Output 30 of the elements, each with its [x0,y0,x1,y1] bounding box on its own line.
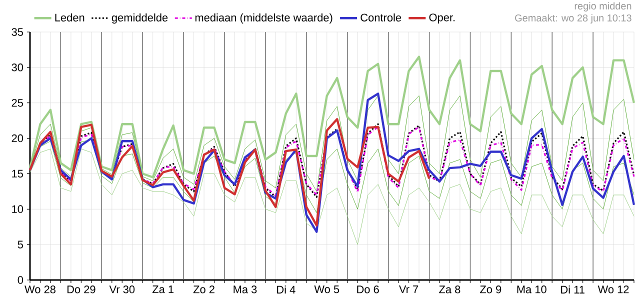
x-tick-label: Za 1 [152,286,174,294]
x-tick-label: Ma 3 [234,286,257,294]
x-tick-label: Za 8 [439,286,460,294]
x-tick-label: Di 11 [561,286,584,294]
x-tick-label: Vr 7 [398,286,418,294]
legend-label: Oper. [429,14,455,24]
y-tick-label: 30 [12,64,24,72]
y-tick-label: 10 [12,205,24,214]
legend-label: mediaan (middelste waarde) [195,13,332,24]
y-tick-label: 25 [12,98,24,107]
x-tick-label: Wo 28 [24,286,56,294]
text: regio midden [574,2,632,12]
x-tick-label: Do 29 [67,286,96,294]
y-tick-label: 20 [12,134,24,142]
x-tick-label: Do 6 [357,286,379,294]
legend-label: Controle [360,13,402,22]
legend-label: gemiddelde [112,13,168,24]
y-tick-label: 35 [12,28,24,36]
x-tick-label: Wo 5 [314,286,340,294]
text: Gemaakt: wo 28 jun 10:13 [515,14,632,24]
y-tick-label: 0 [18,276,24,284]
x-tick-label: Vr 30 [109,286,135,294]
x-tick-label: Zo 9 [480,286,502,294]
y-tick-label: 15 [12,170,24,178]
x-tick-label: Zo 2 [193,286,214,294]
x-tick-label: Wo 12 [598,286,629,294]
x-tick-label: Ma 10 [517,286,546,294]
y-tick-label: 5 [18,240,24,248]
legend-label: Leden [55,13,84,22]
x-tick-label: Di 4 [277,286,296,294]
